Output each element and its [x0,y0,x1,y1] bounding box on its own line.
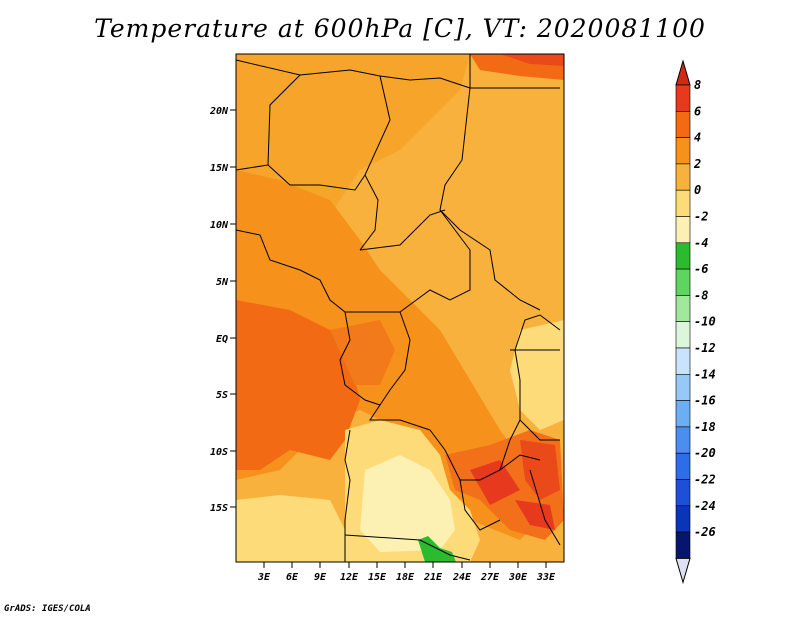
colorbar-swatch [675,137,691,165]
colorbar-swatch [675,479,691,507]
country-borders [236,54,561,562]
lat-label: EQ [216,334,228,345]
colorbar-swatch [675,163,691,191]
colorbar-label: -16 [694,394,716,408]
colorbar-label: -26 [694,525,716,539]
lon-label: 9E [314,572,327,583]
colorbar-label: 8 [694,78,701,92]
colorbar-label: 4 [694,131,701,145]
lat-label: 5N [216,277,229,288]
colorbar-swatch [675,531,691,559]
lon-label: 33E [536,572,556,583]
colorbar-top-arrow [675,59,691,86]
map-title: Temperature at 600hPa [C], VT: 202008110… [94,14,706,43]
colorbar: 8 6 4 2 0 -2 -4 -6 -8 -10 -12 -14 -16 -18 -20 -22 -24 -26 [675,59,716,585]
colorbar-swatch [675,347,691,375]
colorbar-label: 0 [694,183,701,197]
colorbar-swatch [675,505,691,533]
colorbar-swatch [675,84,691,112]
colorbar-label: -4 [694,236,708,250]
lon-label: 21E [423,572,443,583]
colorbar-label: 2 [693,157,701,171]
colorbar-label: -22 [694,473,716,487]
colorbar-swatch [675,242,691,270]
lon-label: 30E [508,572,528,583]
lat-label: 10N [210,220,229,231]
colorbar-label: -18 [694,420,716,434]
colorbar-label: 6 [694,104,701,118]
temperature-field [236,54,564,562]
colorbar-label: -8 [694,288,708,302]
lat-axis [230,109,236,508]
colorbar-label: -20 [694,446,716,460]
lat-label: 15N [210,163,229,174]
lon-label: 12E [340,572,359,583]
colorbar-swatch [675,400,691,428]
colorbar-swatch [675,426,691,454]
colorbar-swatch [675,216,691,244]
colorbar-label: -6 [694,262,708,276]
colorbar-swatch [675,373,691,401]
colorbar-bottom-arrow [675,557,691,585]
colorbar-swatch [675,111,691,138]
lon-axis [263,562,547,568]
colorbar-swatch [675,295,691,322]
lat-label: 15S [210,503,228,514]
colorbar-label: -24 [694,499,716,513]
colorbar-label: -10 [694,315,716,329]
lat-label: 5S [216,390,228,401]
colorbar-label: -2 [694,210,708,224]
colorbar-swatch [675,452,691,480]
colorbar-swatch [675,189,691,217]
lat-label: 20N [209,106,229,117]
lon-label: 24E [452,572,472,583]
footer-credit: GrADS: IGES/COLA [4,604,91,614]
colorbar-label: -12 [694,341,716,355]
lon-label: 3E [257,572,271,583]
lon-label: 18E [396,572,415,583]
lon-label: 15E [368,572,387,583]
colorbar-swatch [675,268,691,296]
colorbar-label: -14 [694,367,716,381]
map-frame [235,53,565,563]
lon-label: 6E [286,572,299,583]
lon-label: 27E [480,572,500,583]
colorbar-swatch [675,321,691,349]
lat-label: 10S [210,447,228,458]
